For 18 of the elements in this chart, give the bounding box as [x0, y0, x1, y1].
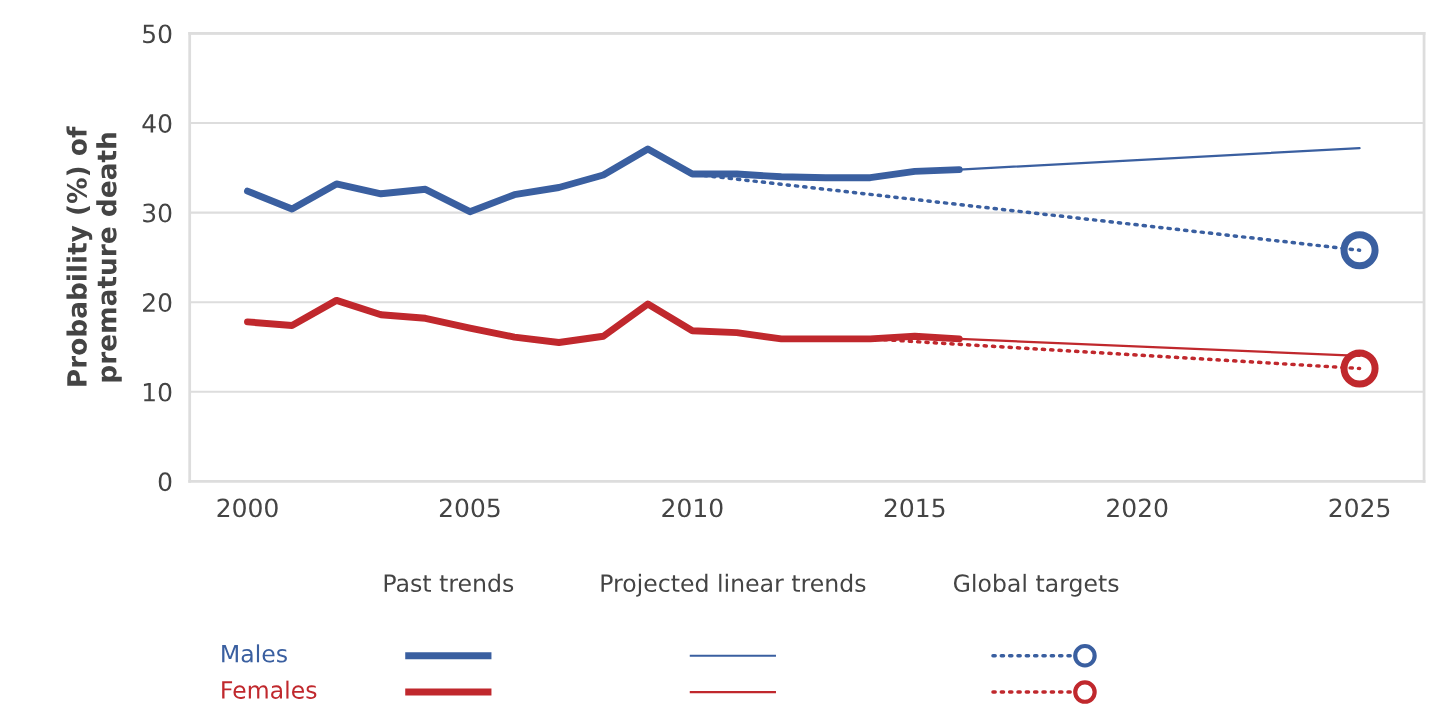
- y-tick-label: 40: [142, 113, 172, 133]
- y-tick-label: 50: [143, 24, 172, 44]
- x-tick-label: 2005: [439, 498, 500, 518]
- y-axis-title: Probability (%) of premature death: [66, 126, 122, 386]
- text: Global targets: [953, 573, 1119, 597]
- text: Males: [222, 644, 287, 663]
- y-tick-label: 10: [143, 382, 172, 402]
- x-tick-label: 2000: [217, 498, 278, 518]
- y-tick-label: 0: [158, 472, 172, 492]
- text: Projected linear trends: [601, 573, 866, 597]
- text: Past trends: [384, 573, 514, 593]
- y-tick-label: 30: [143, 203, 172, 223]
- text: Females: [222, 680, 317, 699]
- x-tick-label: 2015: [884, 498, 945, 518]
- x-tick-label: 2010: [662, 498, 723, 518]
- x-tick-label: 2025: [1329, 498, 1390, 518]
- y-tick-label: 20: [143, 293, 172, 313]
- x-tick-label: 2020: [1107, 498, 1168, 518]
